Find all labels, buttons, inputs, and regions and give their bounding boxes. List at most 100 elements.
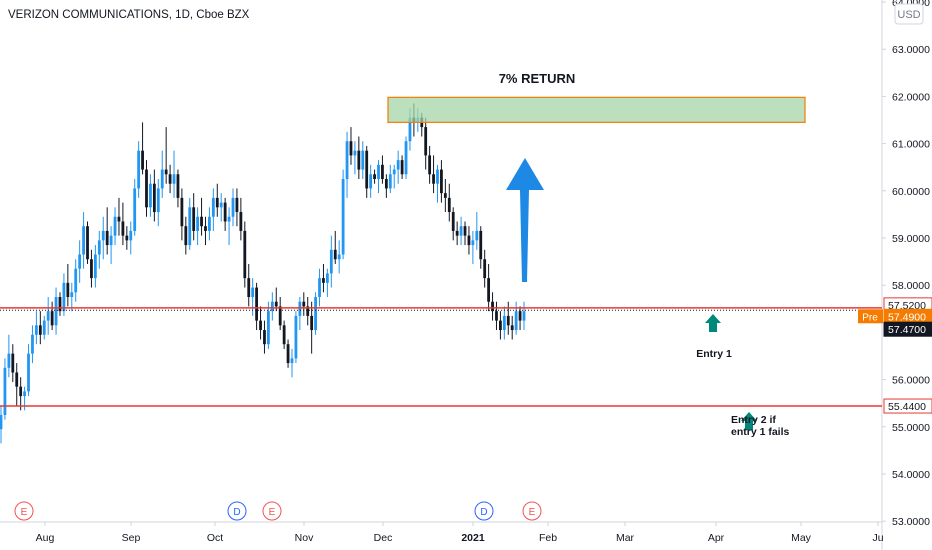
time-axis-background xyxy=(0,522,882,550)
y-tick-label: 55.0000 xyxy=(892,422,930,434)
candle-body xyxy=(298,301,302,316)
candle-body xyxy=(522,311,526,321)
y-tick-label: 53.0000 xyxy=(892,516,930,528)
candle-body xyxy=(152,183,156,213)
candle-body xyxy=(373,174,376,179)
candle-body xyxy=(86,226,89,260)
candle-body xyxy=(329,249,333,274)
candle-body xyxy=(514,311,518,331)
candle-body xyxy=(518,311,522,321)
candle-body xyxy=(82,226,85,255)
entry-2-arrow xyxy=(741,412,757,430)
x-tick-label: Aug xyxy=(36,532,55,544)
entry-1-arrow xyxy=(705,314,721,332)
candle-body xyxy=(392,169,396,175)
candle-body xyxy=(266,311,270,345)
candle-body xyxy=(117,216,121,222)
x-tick-label: Apr xyxy=(708,532,725,544)
candle-body xyxy=(361,150,365,170)
candle-body xyxy=(42,320,46,335)
candle-body xyxy=(278,306,282,326)
candle-body xyxy=(168,174,172,184)
candle-body xyxy=(263,330,266,345)
candle-body xyxy=(200,216,203,227)
candle-body xyxy=(211,197,215,217)
candle-body xyxy=(208,216,211,231)
candle-body xyxy=(302,301,306,307)
y-tick-label: 61.0000 xyxy=(892,139,930,151)
candle-body xyxy=(243,230,247,279)
currency-badge[interactable] xyxy=(894,3,924,25)
candle-body xyxy=(506,315,510,326)
candle-body xyxy=(239,212,243,231)
event-marker-label: D xyxy=(480,507,487,518)
entry-2-label-line1: Entry 2 if xyxy=(731,414,776,426)
candle-body xyxy=(164,169,168,175)
candle-body xyxy=(15,372,19,387)
candle-body xyxy=(436,169,439,184)
candle-body xyxy=(310,315,314,331)
earnings-marker xyxy=(262,501,282,521)
candle-body xyxy=(467,235,471,246)
candle-body xyxy=(333,249,337,260)
target-zone-label: 7% RETURN xyxy=(499,71,576,86)
candle-body xyxy=(369,174,373,189)
candle-body xyxy=(129,230,133,241)
x-tick-label: Oct xyxy=(207,532,223,544)
pre-market-badge xyxy=(858,309,883,324)
event-marker-label: E xyxy=(269,507,276,518)
candle-body xyxy=(38,325,42,335)
candle-body xyxy=(251,287,255,297)
candle-body xyxy=(46,311,50,321)
candle-body xyxy=(365,150,369,189)
event-marker-label: E xyxy=(21,507,28,518)
candle-body xyxy=(318,278,321,297)
candle-body xyxy=(133,188,137,231)
candle-body xyxy=(306,306,310,316)
candle-body xyxy=(282,325,286,345)
x-tick-label: May xyxy=(791,532,812,544)
candle-body xyxy=(388,174,392,189)
candle-body xyxy=(70,292,74,297)
candle-body xyxy=(428,155,432,175)
candle-body xyxy=(337,254,341,260)
candle-body xyxy=(54,297,58,326)
candle-body xyxy=(404,141,408,175)
candle-body xyxy=(447,197,451,213)
candle-body xyxy=(384,179,388,189)
candle-body xyxy=(451,212,455,231)
candle-body xyxy=(137,150,141,189)
chart-title: VERIZON COMMUNICATIONS, 1D, Cboe BZX xyxy=(8,9,250,21)
dividend-marker xyxy=(474,501,494,521)
candle-body xyxy=(141,150,144,170)
candle-body xyxy=(322,278,325,283)
event-marker-label: E xyxy=(529,507,536,518)
candle-body xyxy=(219,202,223,208)
candle-body xyxy=(235,197,239,213)
candle-body xyxy=(50,311,54,326)
candle-body xyxy=(58,297,62,312)
y-tick-label: 63.0000 xyxy=(892,44,930,56)
candle-body xyxy=(74,268,78,293)
entry-2-label-line2: entry 1 fails xyxy=(731,426,790,438)
x-tick-label: Dec xyxy=(374,532,393,544)
candle-body xyxy=(270,301,274,312)
entry-1-label: Entry 1 xyxy=(696,348,732,360)
candle-body xyxy=(286,344,290,364)
candle-body xyxy=(259,320,262,331)
x-tick-label: Feb xyxy=(539,532,557,544)
candle-body xyxy=(502,315,506,331)
candle-body xyxy=(294,315,298,359)
candle-body xyxy=(396,160,400,170)
y-tick-label: 58.0000 xyxy=(892,280,930,292)
candles xyxy=(0,103,526,444)
candle-body xyxy=(204,226,207,231)
candle-body xyxy=(3,367,7,415)
candle-body xyxy=(432,174,435,184)
earnings-marker xyxy=(522,501,542,521)
price-label-box xyxy=(883,398,932,414)
candle-body xyxy=(231,197,235,217)
pre-market-label: Pre xyxy=(862,312,878,323)
